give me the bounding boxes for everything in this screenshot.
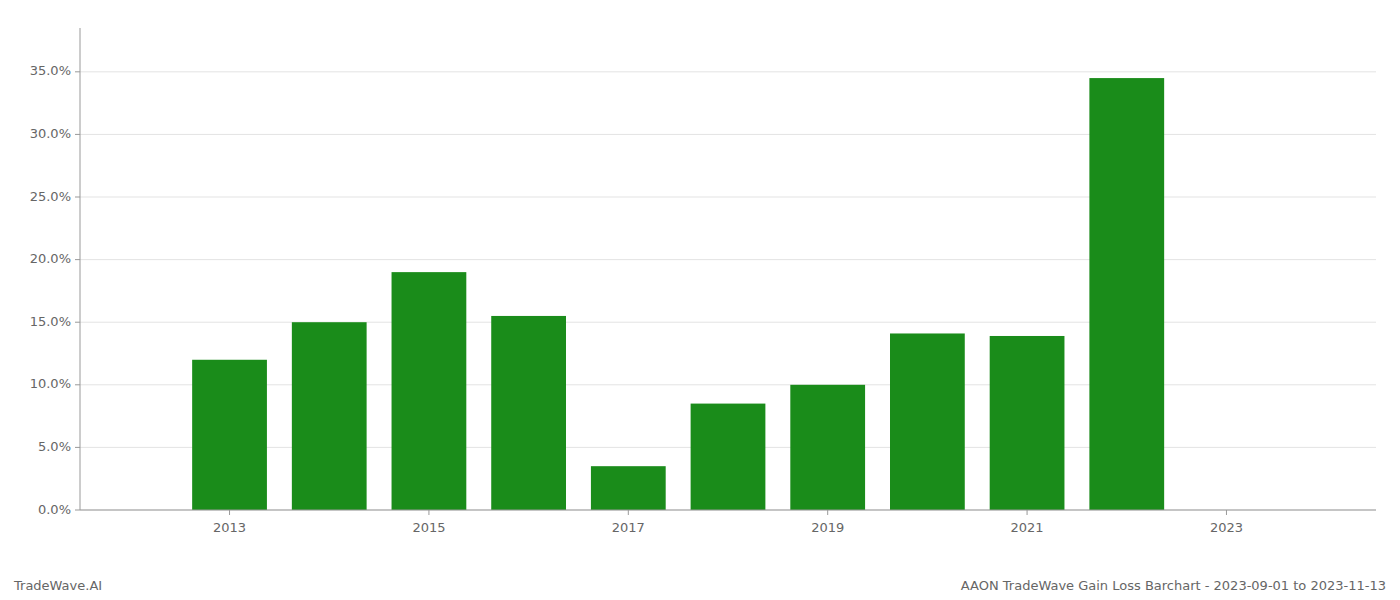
y-tick-label: 0.0%	[38, 502, 71, 517]
y-tick	[75, 197, 80, 198]
y-tick	[75, 510, 80, 511]
grid-line	[80, 322, 1376, 323]
x-axis-line	[80, 510, 1376, 511]
x-tick-label: 2017	[612, 520, 645, 535]
x-tick-label: 2019	[811, 520, 844, 535]
y-tick	[75, 71, 80, 72]
x-tick-label: 2023	[1210, 520, 1243, 535]
x-axis: 2013 2015 2017 2019 2021 2023	[80, 510, 1376, 535]
x-tick	[428, 510, 429, 515]
bar	[192, 360, 267, 510]
x-tick-label: 2015	[412, 520, 445, 535]
y-tick-label: 15.0%	[30, 314, 71, 329]
x-tick	[229, 510, 230, 515]
x-tick	[628, 510, 629, 515]
bar	[292, 322, 367, 510]
x-tick	[1027, 510, 1028, 515]
bars	[192, 78, 1164, 510]
bar	[691, 404, 766, 510]
grid-line	[80, 259, 1376, 260]
y-tick-label: 35.0%	[30, 63, 71, 78]
x-tick	[1226, 510, 1227, 515]
grid-line	[80, 510, 1376, 511]
y-tick	[75, 134, 80, 135]
y-tick	[75, 259, 80, 260]
y-tick-label: 20.0%	[30, 251, 71, 266]
grid	[80, 72, 1376, 510]
bar	[1089, 78, 1164, 510]
y-axis: 0.0% 5.0% 10.0% 15.0% 20.0% 25.0% 30.0% 35.0%	[30, 28, 80, 517]
bar	[790, 385, 865, 510]
x-tick	[827, 510, 828, 515]
y-tick	[75, 322, 80, 323]
y-tick-label: 10.0%	[30, 376, 71, 391]
bar	[890, 333, 965, 510]
bar	[591, 466, 666, 510]
grid-line	[80, 197, 1376, 198]
y-tick-label: 30.0%	[30, 126, 71, 141]
grid-line	[80, 71, 1376, 72]
y-axis-line	[80, 28, 81, 510]
footer-left: TradeWave.AI	[13, 578, 102, 593]
grid-line	[80, 134, 1376, 135]
footer-right: AAON TradeWave Gain Loss Barchart - 2023…	[961, 578, 1386, 593]
bar	[990, 336, 1065, 510]
chart-svg: 0.0% 5.0% 10.0% 15.0% 20.0% 25.0% 30.0% 35.0% 20…	[0, 0, 1400, 600]
y-tick	[75, 384, 80, 385]
bar	[392, 272, 467, 510]
bar	[491, 316, 566, 510]
chart-container: 0.0% 5.0% 10.0% 15.0% 20.0% 25.0% 30.0% 35.0% 20…	[0, 0, 1400, 600]
y-tick	[75, 447, 80, 448]
x-tick-label: 2013	[213, 520, 246, 535]
y-tick-label: 5.0%	[38, 439, 71, 454]
grid-line	[80, 384, 1376, 385]
y-tick-label: 25.0%	[30, 189, 71, 204]
x-tick-label: 2021	[1011, 520, 1044, 535]
